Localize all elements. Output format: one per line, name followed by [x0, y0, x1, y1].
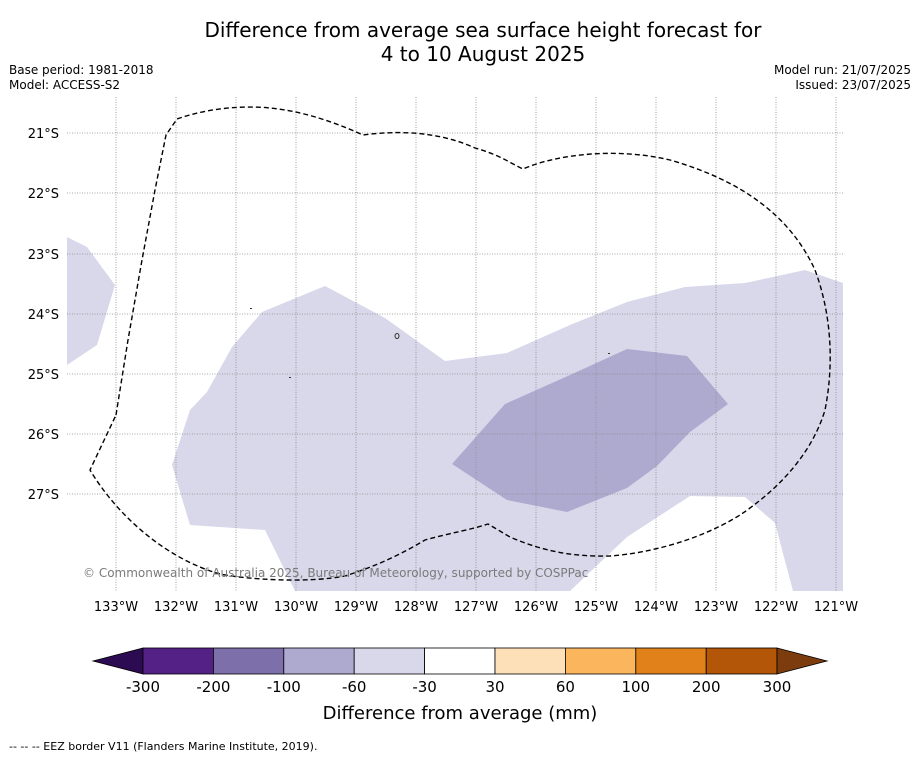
lon-label: 131°W: [214, 600, 258, 615]
map-gridlines: [67, 97, 843, 591]
lon-label: 133°W: [94, 600, 138, 615]
lon-label: 130°W: [274, 600, 318, 615]
anomaly-band-medium: [452, 349, 728, 512]
chart-title: Difference from average sea surface heig…: [0, 18, 919, 66]
colorbar-swatch: [142, 647, 214, 675]
lon-label: 121°W: [814, 600, 858, 615]
lat-label: 24°S: [28, 308, 59, 323]
colorbar-tick: -100: [267, 678, 301, 696]
lat-label: 22°S: [28, 187, 59, 202]
lon-label: 127°W: [454, 600, 498, 615]
title-line-1: Difference from average sea surface heig…: [204, 18, 762, 42]
meta-right: Model run: 21/07/2025 Issued: 23/07/2025: [774, 63, 911, 93]
lon-label: 129°W: [334, 600, 378, 615]
lat-label: 25°S: [28, 368, 59, 383]
colorbar-label: Difference from average (mm): [322, 703, 598, 724]
lat-label: 26°S: [28, 428, 59, 443]
lat-label: 21°S: [28, 127, 59, 142]
colorbar-tick: 300: [763, 678, 792, 696]
colorbar-tick: -30: [412, 678, 437, 696]
lon-label: 123°W: [694, 600, 738, 615]
base-period-text: Base period: 1981-2018: [9, 63, 154, 77]
colorbar-ticks: -300 -200 -100 -60 -30 30 60 100 200 300: [126, 678, 791, 696]
colorbar-swatch: [353, 647, 426, 675]
lon-label: 124°W: [634, 600, 678, 615]
colorbar-swatch: [565, 647, 637, 675]
model-run-text: Model run: 21/07/2025: [773, 63, 911, 77]
colorbar: -300 -200 -100 -60 -30 30 60 100 200 300: [91, 647, 829, 696]
colorbar-tick: 100: [621, 678, 650, 696]
colorbar-tick: 60: [556, 678, 575, 696]
anomaly-band-light-west: [67, 237, 115, 365]
anomaly-map: 21°S 22°S 23°S 24°S 25°S 26°S 27°S 133°W…: [28, 97, 858, 615]
colorbar-swatch: [91, 647, 144, 675]
copyright-notice: © Commonwealth of Australia 2025, Bureau…: [83, 566, 588, 580]
model-text: Model: ACCESS-S2: [9, 78, 121, 92]
eez-legend-footnote: -- -- -- EEZ border V11 (Flanders Marine…: [9, 740, 318, 753]
colorbar-swatch: [705, 647, 778, 675]
colorbar-tick: -60: [342, 678, 367, 696]
lon-label: 128°W: [394, 600, 438, 615]
colorbar-tick: -300: [126, 678, 160, 696]
colorbar-tick: 200: [692, 678, 721, 696]
colorbar-swatch: [776, 647, 829, 675]
colorbar-swatch: [212, 647, 285, 675]
lon-label: 125°W: [574, 600, 618, 615]
meta-left: Base period: 1981-2018 Model: ACCESS-S2: [9, 63, 154, 93]
colorbar-swatch: [635, 647, 707, 675]
colorbar-swatches: [91, 647, 829, 675]
colorbar-swatch: [283, 647, 355, 675]
eez-border: [89, 106, 831, 581]
colorbar-swatch: [424, 647, 496, 675]
colorbar-tick: 30: [485, 678, 504, 696]
lon-label: 126°W: [514, 600, 558, 615]
latitude-labels: 21°S 22°S 23°S 24°S 25°S 26°S 27°S: [28, 127, 59, 503]
title-line-2: 4 to 10 August 2025: [380, 42, 586, 66]
colorbar-swatch: [494, 647, 566, 675]
issued-text: Issued: 23/07/2025: [795, 78, 911, 92]
longitude-labels: 133°W 132°W 131°W 130°W 129°W 128°W 127°…: [94, 600, 858, 615]
island-marks: [250, 308, 610, 378]
colorbar-tick: -200: [196, 678, 230, 696]
lon-label: 122°W: [754, 600, 798, 615]
lat-label: 27°S: [28, 488, 59, 503]
lat-label: 23°S: [28, 248, 59, 263]
lon-label: 132°W: [154, 600, 198, 615]
